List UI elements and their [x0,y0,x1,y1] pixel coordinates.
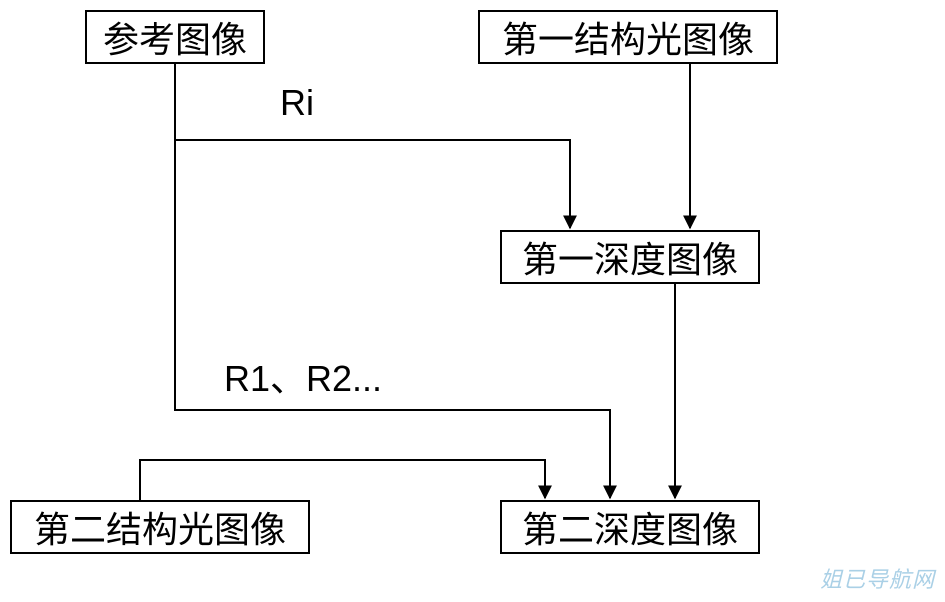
node-struct1-label: 第一结构光图像 [502,11,754,63]
edge-label-ri: Ri [280,82,314,124]
watermark-text: 姐已导航网 [820,567,935,592]
edge-ref-to-depth2 [175,140,610,498]
node-depth2: 第二深度图像 [500,500,760,554]
node-ref-image-label: 参考图像 [103,11,247,63]
node-depth2-label: 第二深度图像 [522,501,738,553]
node-depth1-label: 第一深度图像 [522,231,738,283]
node-struct2: 第二结构光图像 [10,500,310,554]
node-ref-image: 参考图像 [85,10,265,64]
edge-struct2-to-depth2 [140,460,545,500]
watermark: 姐已导航网 [820,562,935,594]
node-struct1: 第一结构光图像 [478,10,778,64]
edge-label-ri-text: Ri [280,82,314,123]
node-struct2-label: 第二结构光图像 [34,501,286,553]
edge-label-r1r2-text: R1、R2... [224,358,382,399]
node-depth1: 第一深度图像 [500,230,760,284]
edge-label-r1r2: R1、R2... [224,350,382,402]
edge-ref-to-depth1 [175,64,570,228]
